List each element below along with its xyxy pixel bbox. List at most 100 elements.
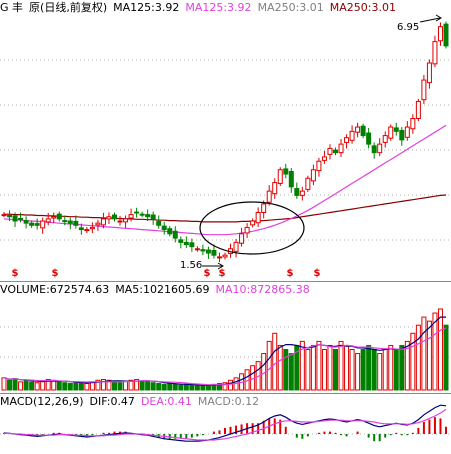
candle-body [7, 214, 13, 218]
volume-bar [23, 379, 29, 391]
candle-body [355, 126, 361, 133]
volume-header-item: MA5:1021605.69 [115, 283, 210, 296]
volume-bar [404, 340, 410, 391]
panel-separator [0, 393, 451, 394]
volume-bar [377, 353, 383, 391]
dividend-marker: $ [12, 268, 19, 279]
candle-body [112, 214, 117, 220]
candle-body [150, 214, 156, 220]
volume-bar [29, 381, 35, 391]
dividend-marker: $ [204, 268, 211, 279]
dividend-marker: $ [52, 268, 59, 279]
volume-bar [156, 383, 162, 391]
candle-body [200, 249, 206, 252]
volume-bar [145, 381, 151, 391]
candle-body [443, 23, 449, 47]
candle-body [167, 228, 173, 235]
candle-body [216, 256, 222, 259]
volume-chart[interactable] [0, 282, 451, 392]
macd-header-item: DIF:0.47 [89, 395, 135, 408]
volume-header-item: VOLUME:672574.63 [0, 283, 110, 296]
candle-body [393, 127, 399, 132]
candle-body [255, 211, 261, 224]
macd-chart[interactable] [0, 394, 451, 454]
volume-ma10-line [3, 327, 447, 386]
volume-bar [216, 383, 222, 391]
volume-bar [45, 378, 51, 391]
candle-body [211, 249, 217, 256]
volume-bar [139, 380, 145, 391]
candle-body [78, 227, 84, 231]
volume-bar [18, 381, 24, 391]
volume-bar [34, 382, 40, 391]
volume-bar [7, 379, 13, 391]
volume-bar [288, 353, 294, 391]
candle-body [344, 137, 350, 143]
panel-separator [0, 281, 451, 282]
candle-body [366, 132, 372, 145]
candle-body [172, 230, 178, 239]
volume-bar [12, 378, 18, 391]
volume-bar [56, 381, 62, 391]
volume-bar [321, 349, 327, 391]
macd-dif-line [3, 404, 447, 442]
candle-body [1, 214, 7, 217]
volume-bar [200, 385, 206, 391]
candle-body [327, 147, 333, 155]
price-panel[interactable]: G 丰原(日线,前复权) MA125:3.92 MA125:3.92 MA250:3.… [0, 0, 451, 280]
volume-bar [62, 382, 68, 391]
volume-bar [128, 379, 134, 391]
candle-body [294, 188, 300, 196]
candle-body [40, 220, 46, 229]
macd-header-item: DEA:0.41 [140, 395, 192, 408]
candle-body [156, 220, 162, 226]
volume-bar [95, 379, 101, 391]
candle-body [382, 135, 388, 143]
volume-bar [360, 349, 366, 391]
price-header-item: MA125:3.92 [113, 1, 180, 14]
volume-bar [393, 349, 399, 391]
candle-body [222, 254, 228, 258]
candle-body [399, 129, 405, 141]
candle-body [283, 168, 289, 175]
candle-body [377, 143, 383, 154]
volume-bar [443, 324, 449, 391]
volume-bar [228, 379, 234, 391]
candle-body [56, 213, 62, 220]
macd-panel[interactable]: MACD(12,26,9) DIF:0.47 DEA:0.41 MACD:0.12 [0, 394, 451, 454]
candle-body [272, 182, 278, 195]
volume-bar [189, 384, 195, 391]
high-price-arrow [419, 17, 441, 23]
price-header-item: 原(日线,前复权) [29, 1, 108, 14]
candle-body [250, 220, 256, 226]
volume-bar [277, 344, 283, 391]
volume-bar [123, 380, 129, 391]
candle-body [95, 222, 101, 226]
low-price-label: 1.56 [180, 260, 203, 271]
candle-body [321, 156, 327, 161]
high-price-label: 6.95 [397, 22, 420, 33]
volume-bar [327, 344, 333, 391]
price-header-item: MA125:3.92 [185, 1, 252, 14]
candle-body [62, 220, 68, 223]
candle-body [404, 126, 410, 138]
candle-body [106, 216, 112, 220]
candle-body [161, 225, 167, 231]
volume-bar [84, 383, 90, 391]
volume-bar [310, 344, 316, 391]
candle-body [89, 226, 95, 230]
volume-bar [40, 380, 46, 391]
volume-bar [371, 349, 377, 391]
price-header-item: G 丰 [0, 1, 24, 14]
candle-body [12, 215, 18, 222]
candle-body [338, 143, 344, 154]
candle-body [333, 149, 338, 154]
volume-panel[interactable]: VOLUME:672574.63 MA5:1021605.69 MA10:87286… [0, 282, 451, 392]
price-chart[interactable]: $ $ $ $ $ $ [0, 0, 451, 280]
candle-body [239, 233, 245, 244]
volume-bar [167, 383, 173, 391]
volume-bar [161, 383, 167, 391]
ma250-line [4, 194, 447, 223]
candle-body [84, 229, 90, 232]
volume-bar [73, 381, 79, 391]
